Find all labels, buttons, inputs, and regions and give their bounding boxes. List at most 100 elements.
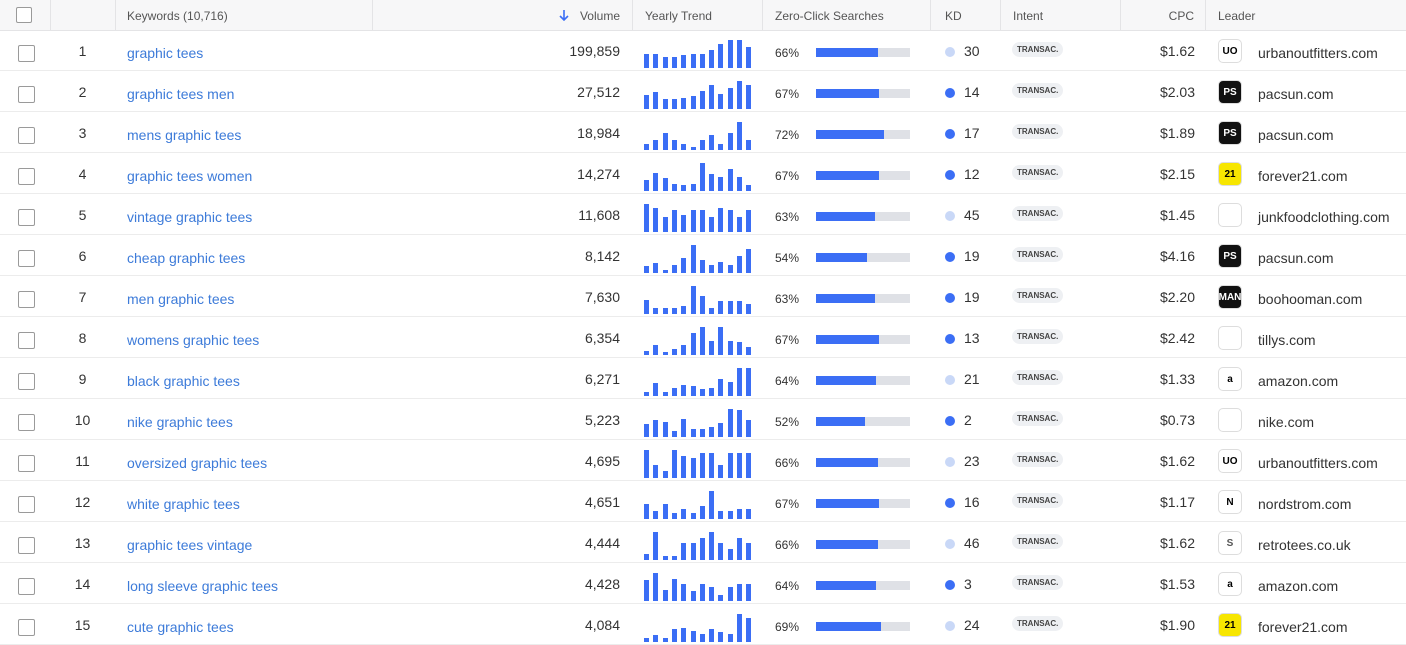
kd-dot (945, 252, 955, 262)
header-cpc[interactable]: CPC (1168, 9, 1194, 23)
header-zero-click[interactable]: Zero-Click Searches (775, 9, 884, 23)
rank: 1 (78, 43, 87, 59)
trend-bar (727, 168, 733, 191)
keyword-link[interactable]: cute graphic tees (127, 619, 234, 635)
kd: 17 (964, 125, 980, 141)
trend-bar (699, 260, 705, 273)
trend-bar (690, 332, 696, 355)
header-trend: Yearly Trend (645, 9, 712, 23)
kd: 2 (964, 412, 972, 428)
trend-bar (727, 40, 733, 68)
row-checkbox[interactable] (18, 291, 35, 308)
trend-bar (681, 543, 687, 560)
trend-bar (718, 595, 724, 601)
row-checkbox[interactable] (18, 45, 35, 62)
trend-bar (727, 510, 733, 519)
header-kd[interactable]: KD (945, 9, 962, 23)
row-checkbox[interactable] (18, 127, 35, 144)
volume: 5,223 (584, 412, 620, 428)
table-row: 8 womens graphic tees 6,354 67% 13 TRANSAC. $2… (0, 317, 1406, 358)
zero-click-pct: 67% (775, 333, 800, 347)
table-row: 15 cute graphic tees 4,084 69% 24 TRANSAC. $1.… (0, 604, 1406, 645)
trend-bar (709, 134, 715, 150)
header-keywords[interactable]: Keywords (10,716) (127, 9, 228, 23)
trend-bar (727, 452, 733, 478)
leader-domain: forever21.com (1258, 619, 1348, 635)
keyword-link[interactable]: graphic tees (127, 45, 204, 61)
trend-bar (709, 341, 715, 355)
kd: 19 (964, 248, 980, 264)
zero-click-pct: 72% (775, 128, 800, 142)
trend-bar (746, 47, 752, 68)
keyword-link[interactable]: womens graphic tees (127, 332, 260, 348)
keyword-link[interactable]: graphic tees vintage (127, 537, 253, 553)
kd-dot (945, 375, 955, 385)
kd: 19 (964, 289, 980, 305)
keyword-link[interactable]: cheap graphic tees (127, 250, 246, 266)
cpc: $1.62 (1159, 535, 1195, 551)
keyword-link[interactable]: long sleeve graphic tees (127, 578, 278, 594)
trend-bar (671, 387, 677, 396)
trend-bar (690, 54, 696, 68)
trend-bar (727, 209, 733, 232)
kd: 23 (964, 453, 980, 469)
leader-domain: forever21.com (1258, 168, 1348, 184)
table-row: 14 long sleeve graphic tees 4,428 64% 3 TRANS… (0, 563, 1406, 604)
keyword-link[interactable]: black graphic tees (127, 373, 240, 389)
keyword-link[interactable]: oversized graphic tees (127, 455, 268, 471)
kd: 12 (964, 166, 980, 182)
row-checkbox[interactable] (18, 250, 35, 267)
trend-bar (690, 591, 696, 601)
row-checkbox[interactable] (18, 373, 35, 390)
row-checkbox[interactable] (18, 578, 35, 595)
trend-bar (746, 249, 752, 273)
leader-domain: urbanoutfitters.com (1258, 455, 1378, 471)
row-checkbox[interactable] (18, 414, 35, 431)
row-checkbox[interactable] (18, 496, 35, 513)
keyword-link[interactable]: white graphic tees (127, 496, 240, 512)
keyword-link[interactable]: nike graphic tees (127, 414, 233, 430)
table-row: 10 nike graphic tees 5,223 52% 2 TRANSAC. $0.7… (0, 399, 1406, 440)
zero-click-pct: 66% (775, 538, 800, 552)
row-checkbox[interactable] (18, 332, 35, 349)
rank: 9 (78, 371, 87, 387)
leader-domain: pacsun.com (1258, 86, 1334, 102)
trend-bar (699, 452, 705, 478)
trend-bar (699, 54, 705, 68)
row-checkbox[interactable] (18, 455, 35, 472)
trend-bar (727, 264, 733, 273)
leader-logo (1218, 408, 1242, 432)
select-all-checkbox[interactable] (16, 7, 32, 23)
trend-bar (681, 185, 687, 191)
keyword-link[interactable]: mens graphic tees (127, 127, 242, 143)
trend-bar (709, 216, 715, 232)
leader-logo: PS (1218, 80, 1242, 104)
logo-text: N (1226, 496, 1234, 508)
sort-arrow[interactable] (558, 9, 570, 21)
keyword-link[interactable]: graphic tees women (127, 168, 253, 184)
row-checkbox[interactable] (18, 619, 35, 636)
keyword-link[interactable]: men graphic tees (127, 291, 235, 307)
kd-dot (945, 129, 955, 139)
trend-bar (644, 95, 649, 109)
keyword-link[interactable]: graphic tees men (127, 86, 235, 102)
leader-domain: amazon.com (1258, 578, 1339, 594)
cpc: $0.73 (1159, 412, 1195, 428)
header-volume[interactable]: Volume (579, 9, 620, 23)
trend-bar (709, 452, 715, 478)
trend-bar (718, 44, 724, 68)
trend-bar (737, 410, 742, 437)
volume: 4,444 (584, 535, 620, 551)
leader-domain: nike.com (1258, 414, 1315, 430)
row-checkbox[interactable] (18, 537, 35, 554)
row-checkbox[interactable] (18, 86, 35, 103)
cpc: $2.03 (1159, 84, 1195, 100)
row-checkbox[interactable] (18, 209, 35, 226)
trend-bar (681, 509, 687, 519)
keyword-link[interactable]: vintage graphic tees (127, 209, 253, 225)
row-checkbox[interactable] (18, 168, 35, 185)
trend-bar (644, 554, 649, 560)
zero-click-pct: 52% (775, 415, 800, 429)
trend-bar (681, 97, 687, 109)
table-row: 1 graphic tees 199,859 66% 30 TRANSAC. $1.62 UO… (0, 30, 1406, 71)
